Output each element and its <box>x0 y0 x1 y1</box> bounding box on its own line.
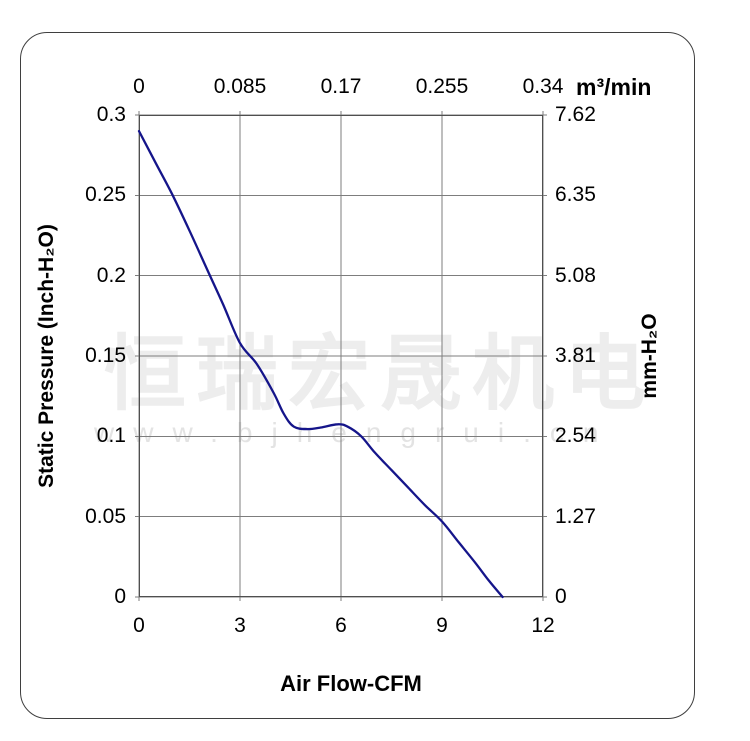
x-bottom-tick: 9 <box>436 614 448 637</box>
x-bottom-tick: 6 <box>335 614 347 637</box>
y-left-tick: 0.1 <box>96 424 126 447</box>
y-right-axis-title: mm-H₂O <box>638 313 661 399</box>
rounded-border-frame <box>20 32 695 719</box>
x-bottom-tick: 0 <box>133 614 145 637</box>
y-right-tick: 5.08 <box>555 264 596 287</box>
x-top-tick: 0 <box>133 75 145 98</box>
y-right-tick: 7.62 <box>555 103 596 126</box>
y-left-tick: 0.15 <box>85 344 126 367</box>
x-top-tick: 0.17 <box>320 75 362 98</box>
plot-border <box>138 114 544 598</box>
y-right-tick: 6.35 <box>555 183 596 206</box>
y-left-tick: 0.3 <box>96 103 126 126</box>
x-bottom-tick: 3 <box>234 614 246 637</box>
gridlines <box>135 111 547 601</box>
x-bottom-tick: 12 <box>531 614 555 637</box>
watermark-url-text: www.bjhengrui.cn <box>94 417 618 448</box>
y-right-tick: 3.81 <box>555 344 596 367</box>
y-right-tick: 0 <box>555 585 567 608</box>
static-pressure-curve <box>137 129 504 599</box>
x-top-tick: 0.255 <box>415 75 469 98</box>
x-top-axis-unit: m³/min <box>576 74 652 100</box>
y-left-tick: 0.05 <box>85 505 126 528</box>
y-left-tick: 0.2 <box>96 264 126 287</box>
y-left-axis-title: Static Pressure (Inch-H₂O) <box>35 224 58 488</box>
y-right-tick: 2.54 <box>555 424 596 447</box>
x-top-tick: 0.085 <box>213 75 267 98</box>
plot-svg <box>135 111 547 601</box>
plot-area <box>135 111 547 601</box>
x-top-tick: 0.34 <box>522 75 564 98</box>
y-right-tick: 1.27 <box>555 505 596 528</box>
y-left-tick: 0 <box>114 585 126 608</box>
x-bottom-axis-title: Air Flow-CFM <box>280 671 422 696</box>
y-left-tick: 0.25 <box>85 183 126 206</box>
watermark-company-text: 恒瑞宏晟机电 <box>104 329 657 420</box>
